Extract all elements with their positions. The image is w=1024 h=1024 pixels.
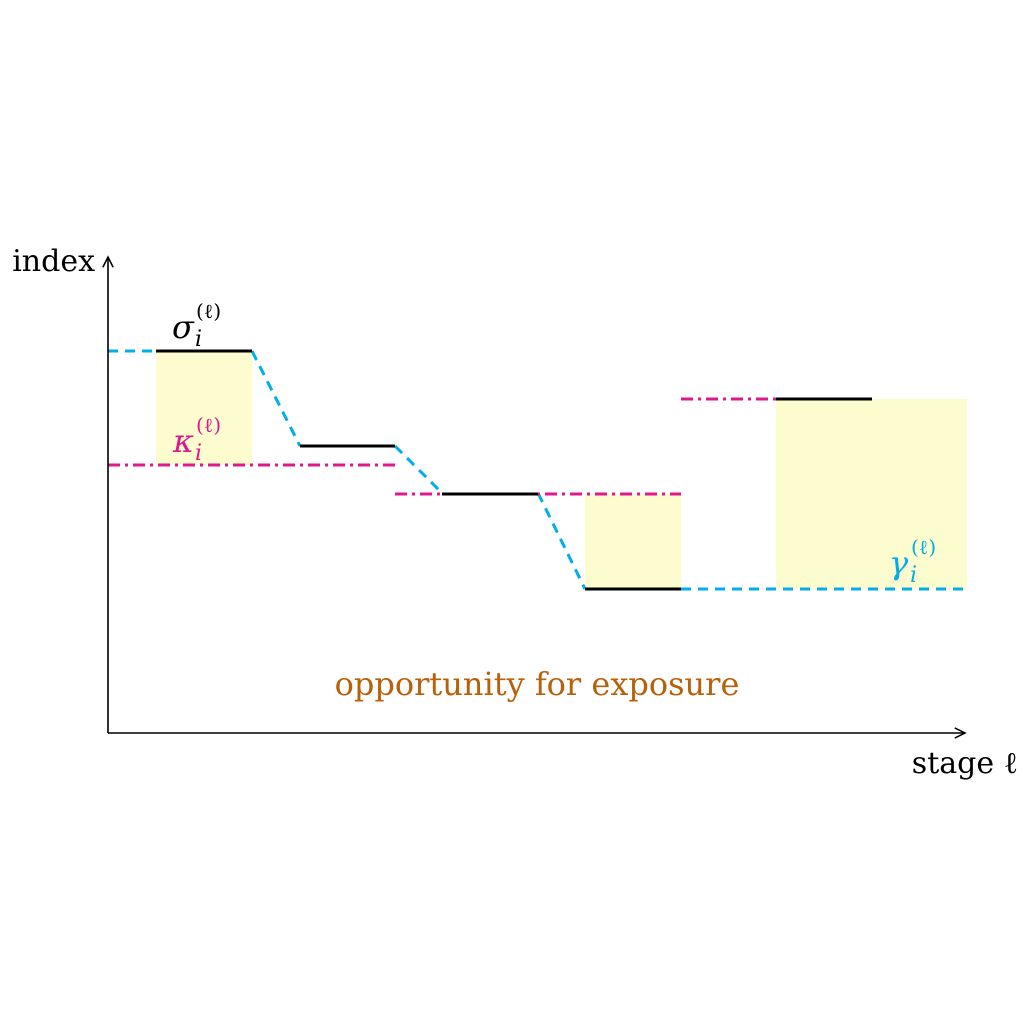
gamma-label: γ (ℓ) i — [889, 535, 936, 588]
gamma-curve — [108, 349, 967, 591]
gamma-subscript: i — [910, 563, 917, 588]
x-axis-label: stage ℓ — [912, 746, 1018, 781]
exposure-regions — [156, 352, 967, 589]
kappa-subscript: i — [195, 441, 202, 466]
sigma-curve — [156, 349, 872, 591]
kappa-superscript: (ℓ) — [196, 413, 221, 437]
gamma-superscript: (ℓ) — [911, 535, 936, 559]
gamma-symbol: γ — [889, 544, 909, 582]
exposure-region-3 — [776, 399, 967, 589]
kappa-label: κ (ℓ) i — [172, 413, 221, 466]
exposure-region-1 — [156, 352, 252, 465]
sigma-label: σ (ℓ) i — [172, 299, 221, 352]
sigma-subscript: i — [195, 327, 202, 352]
sigma-superscript: (ℓ) — [196, 299, 221, 323]
sigma-symbol: σ — [172, 308, 195, 346]
y-axis-label: index — [12, 244, 95, 279]
exposure-caption: opportunity for exposure — [335, 665, 740, 703]
axes — [108, 257, 965, 733]
exposure-region-2 — [585, 494, 681, 589]
kappa-symbol: κ — [172, 422, 194, 460]
